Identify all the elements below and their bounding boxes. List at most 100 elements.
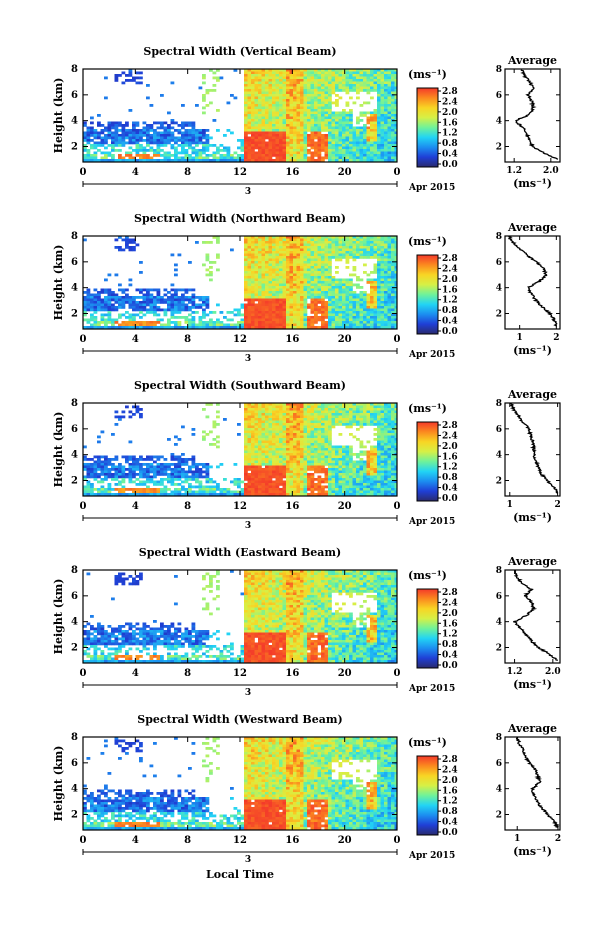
x-tick-label: 4 [132, 668, 139, 679]
x-tick-label: 16 [285, 835, 299, 846]
average-x-tick-label: 2 [555, 834, 561, 844]
date-month-label: Apr 2015 [408, 851, 455, 861]
colorbar-tick-label: 2.0 [442, 108, 458, 118]
colorbar-tick-label: 0.8 [442, 306, 458, 316]
x-tick-label: 20 [338, 501, 352, 512]
panel-title: Spectral Width (Westward Beam) [137, 713, 342, 726]
x-tick-label: 0 [80, 668, 87, 679]
x-tick-label: 0 [394, 167, 401, 178]
x-tick-label: 0 [394, 835, 401, 846]
heatmap-cells [83, 403, 398, 497]
average-y-tick-label: 4 [496, 618, 502, 628]
colorbar-tick-label: 0.8 [442, 807, 458, 817]
x-tick-label: 0 [80, 835, 87, 846]
y-tick-label: 2 [71, 476, 78, 487]
y-tick-label: 6 [71, 90, 78, 101]
heatmap-cells [83, 570, 398, 664]
average-title: Average [507, 388, 557, 401]
colorbar-tick-label: 2.4 [442, 264, 458, 274]
average-profile-line [509, 402, 559, 494]
colorbar [416, 588, 439, 669]
x-tick-label: 4 [132, 501, 139, 512]
x-axis-label: Local Time [206, 868, 274, 881]
y-tick-label: 8 [71, 64, 78, 75]
average-frame [504, 569, 561, 664]
average-profile-line [513, 570, 558, 662]
average-y-tick-label: 4 [496, 117, 502, 127]
x-tick-label: 8 [184, 501, 191, 512]
average-profile-line [515, 69, 559, 160]
colorbar-tick-label: 2.8 [442, 755, 458, 765]
panel-5: Spectral Width (Westward Beam) 2 4 6 8 Height… [52, 713, 561, 865]
average-x-tick-label: 1 [514, 834, 520, 844]
colorbar-tick-label: 1.2 [442, 296, 458, 306]
x-tick-label: 0 [394, 668, 401, 679]
average-x-tick-label: 2 [554, 500, 560, 510]
x-tick-label: 0 [394, 334, 401, 345]
average-profile-line [507, 235, 558, 327]
x-tick-label: 4 [132, 835, 139, 846]
panel-1: Spectral Width (Vertical Beam) 2 4 6 8 Height… [52, 45, 561, 197]
y-axis-label: Height (km) [52, 412, 65, 488]
x-tick-label: 0 [394, 501, 401, 512]
x-tick-label: 12 [233, 334, 247, 345]
x-tick-label: 4 [132, 167, 139, 178]
colorbar-unit-label: (ms⁻¹) [408, 68, 447, 81]
y-axis-label: Height (km) [52, 78, 65, 154]
colorbar-unit-label: (ms⁻¹) [408, 235, 447, 248]
date-day-label: 3 [245, 354, 251, 364]
y-tick-label: 6 [71, 591, 78, 602]
colorbar-tick-label: 0.8 [442, 139, 458, 149]
y-tick-label: 4 [71, 283, 78, 294]
average-y-tick-label: 2 [496, 143, 502, 153]
x-tick-label: 8 [184, 334, 191, 345]
colorbar [416, 254, 439, 335]
colorbar-tick-label: 1.6 [442, 786, 458, 796]
average-y-tick-label: 6 [496, 91, 502, 101]
y-tick-label: 6 [71, 257, 78, 268]
colorbar-tick-label: 2.0 [442, 442, 458, 452]
x-tick-label: 8 [184, 167, 191, 178]
average-y-tick-label: 6 [496, 425, 502, 435]
average-x-tick-label: 2.0 [545, 667, 561, 677]
colorbar-tick-label: 0.8 [442, 473, 458, 483]
average-x-label: (ms⁻¹) [513, 177, 552, 190]
average-y-tick-label: 4 [496, 785, 502, 795]
panel-2: Spectral Width (Northward Beam) 2 4 6 8 Heigh… [52, 212, 561, 364]
colorbar-tick-label: 0.0 [442, 661, 458, 671]
colorbar-tick-label: 0.4 [442, 150, 458, 160]
average-y-tick-label: 2 [496, 310, 502, 320]
colorbar-tick-label: 1.2 [442, 797, 458, 807]
y-tick-label: 2 [71, 309, 78, 320]
colorbar-unit-label: (ms⁻¹) [408, 569, 447, 582]
colorbar-tick-label: 2.4 [442, 431, 458, 441]
x-tick-label: 12 [233, 501, 247, 512]
average-y-tick-label: 2 [496, 644, 502, 654]
y-axis-label: Height (km) [52, 579, 65, 655]
x-tick-label: 0 [80, 501, 87, 512]
y-tick-label: 8 [71, 565, 78, 576]
colorbar-tick-label: 2.4 [442, 765, 458, 775]
average-x-tick-label: 1 [507, 500, 513, 510]
average-x-tick-label: 2.0 [543, 166, 559, 176]
heatmap-cells [83, 737, 398, 831]
average-x-label: (ms⁻¹) [513, 678, 552, 691]
heatmap-cells [83, 236, 398, 330]
average-title: Average [507, 722, 557, 735]
date-day-label: 3 [245, 187, 251, 197]
x-tick-label: 8 [184, 668, 191, 679]
colorbar-tick-label: 1.6 [442, 285, 458, 295]
x-tick-label: 12 [233, 668, 247, 679]
colorbar-tick-label: 0.0 [442, 160, 458, 170]
x-tick-label: 20 [338, 835, 352, 846]
colorbar-tick-label: 1.2 [442, 129, 458, 139]
y-tick-label: 4 [71, 450, 78, 461]
colorbar-tick-label: 0.4 [442, 317, 458, 327]
y-tick-label: 8 [71, 231, 78, 242]
colorbar-tick-label: 0.4 [442, 818, 458, 828]
y-tick-label: 4 [71, 116, 78, 127]
x-tick-label: 16 [285, 668, 299, 679]
colorbar-tick-label: 0.4 [442, 484, 458, 494]
average-x-label: (ms⁻¹) [513, 511, 552, 524]
